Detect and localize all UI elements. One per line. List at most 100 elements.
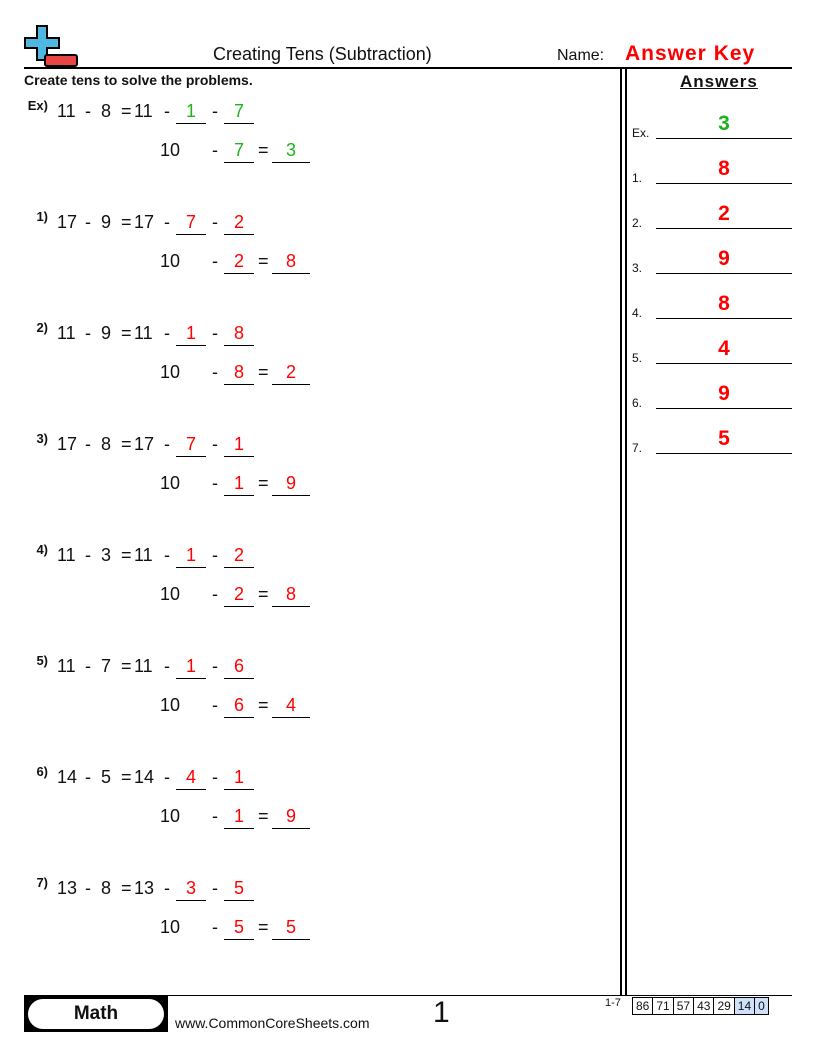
minuend: 11 <box>57 323 76 343</box>
blank-remainder-repeat: 2 <box>224 584 254 607</box>
blank-ones: 1 <box>176 101 206 124</box>
minus-sign: - <box>212 806 218 826</box>
minus-sign: - <box>212 695 218 715</box>
problem-number: Ex) <box>27 98 48 113</box>
minus-sign: - <box>164 656 170 676</box>
blank-result: 8 <box>272 251 310 274</box>
problem-number: 4) <box>36 542 48 557</box>
equals-sign: = <box>258 362 269 382</box>
answer-value: 9 <box>656 247 792 274</box>
minus-sign: - <box>212 473 218 493</box>
subtrahend: 8 <box>101 878 112 898</box>
minus-sign: - <box>85 656 91 676</box>
equals-sign: = <box>121 767 132 787</box>
name-label: Name: <box>557 47 605 64</box>
blank-remainder-repeat: 6 <box>224 695 254 718</box>
minus-sign: - <box>164 878 170 898</box>
blank-remainder-repeat: 1 <box>224 473 254 496</box>
minus-sign: - <box>212 212 218 232</box>
equals-sign: = <box>121 656 132 676</box>
minuend-repeat: 11 <box>134 656 153 676</box>
blank-remainder-repeat: 7 <box>224 140 254 163</box>
problem-number: 6) <box>36 764 48 779</box>
answer-value: 9 <box>656 382 792 409</box>
score-cell: 43 <box>693 998 713 1014</box>
equals-sign: = <box>121 434 132 454</box>
blank-remainder: 6 <box>224 656 254 679</box>
answer-row: 2. 2 <box>632 202 792 232</box>
answer-value: 2 <box>656 202 792 229</box>
answer-row: 1. 8 <box>632 157 792 187</box>
equals-sign: = <box>258 917 269 937</box>
footer-divider <box>24 995 792 996</box>
minus-sign: - <box>85 434 91 454</box>
minuend: 14 <box>57 767 78 787</box>
subtrahend: 9 <box>101 212 112 232</box>
blank-remainder: 1 <box>224 767 254 790</box>
minuend-repeat: 11 <box>134 545 153 565</box>
minus-sign: - <box>164 101 170 121</box>
page-title: Creating Tens (Subtraction) <box>213 44 432 64</box>
minuend: 11 <box>57 656 76 676</box>
equals-sign: = <box>121 212 132 232</box>
minuend-repeat: 17 <box>134 212 155 232</box>
ten: 10 <box>160 140 181 160</box>
minus-sign: - <box>212 767 218 787</box>
equals-sign: = <box>258 695 269 715</box>
logo-plus-minus-icon <box>24 25 78 67</box>
answer-label: 7. <box>632 441 643 455</box>
blank-remainder: 2 <box>224 545 254 568</box>
minuend: 17 <box>57 212 78 232</box>
problem: Ex) 11-8 = 11-1-7 10-7 = 3 <box>24 98 614 201</box>
blank-ones: 4 <box>176 767 206 790</box>
problem-number: 3) <box>36 431 48 446</box>
ten: 10 <box>160 806 181 826</box>
answer-label: 3. <box>632 261 643 275</box>
problem: 7) 13-8 = 13-3-5 10-5 = 5 <box>24 875 614 978</box>
column-divider <box>625 69 627 996</box>
minuend-repeat: 17 <box>134 434 155 454</box>
minus-sign: - <box>164 545 170 565</box>
minus-sign: - <box>164 323 170 343</box>
problem: 6) 14-5 = 14-4-1 10-1 = 9 <box>24 764 614 867</box>
problem-number: 2) <box>36 320 48 335</box>
problem-number: 1) <box>36 209 48 224</box>
equals-sign: = <box>258 251 269 271</box>
problem: 2) 11-9 = 11-1-8 10-8 = 2 <box>24 320 614 423</box>
blank-ones: 3 <box>176 878 206 901</box>
blank-result: 2 <box>272 362 310 385</box>
blank-ones: 1 <box>176 545 206 568</box>
answer-label: 6. <box>632 396 643 410</box>
problem: 3) 17-8 = 17-7-1 10-1 = 9 <box>24 431 614 534</box>
minus-sign: - <box>212 434 218 454</box>
blank-remainder-repeat: 2 <box>224 251 254 274</box>
blank-remainder: 1 <box>224 434 254 457</box>
equals-sign: = <box>121 545 132 565</box>
score-cell: 14 <box>733 998 755 1014</box>
equals-sign: = <box>121 323 132 343</box>
instructions: Create tens to solve the problems. <box>24 72 253 88</box>
minus-sign: - <box>85 545 91 565</box>
page-number: 1 <box>433 996 450 1029</box>
blank-ones: 7 <box>176 212 206 235</box>
blank-ones: 1 <box>176 323 206 346</box>
answer-value: 8 <box>656 292 792 319</box>
answers-heading: Answers <box>680 72 758 91</box>
answer-row: 6. 9 <box>632 382 792 412</box>
answer-value: 8 <box>656 157 792 184</box>
equals-sign: = <box>121 878 132 898</box>
minuend-repeat: 11 <box>134 101 153 121</box>
subtrahend: 8 <box>101 101 112 121</box>
blank-remainder: 2 <box>224 212 254 235</box>
ten: 10 <box>160 695 181 715</box>
answer-value: 3 <box>656 112 792 139</box>
blank-result: 5 <box>272 917 310 940</box>
minus-sign: - <box>212 584 218 604</box>
minus-sign: - <box>212 101 218 121</box>
ten: 10 <box>160 362 181 382</box>
subtrahend: 7 <box>101 656 112 676</box>
equals-sign: = <box>258 584 269 604</box>
blank-result: 4 <box>272 695 310 718</box>
minuend: 11 <box>57 545 76 565</box>
